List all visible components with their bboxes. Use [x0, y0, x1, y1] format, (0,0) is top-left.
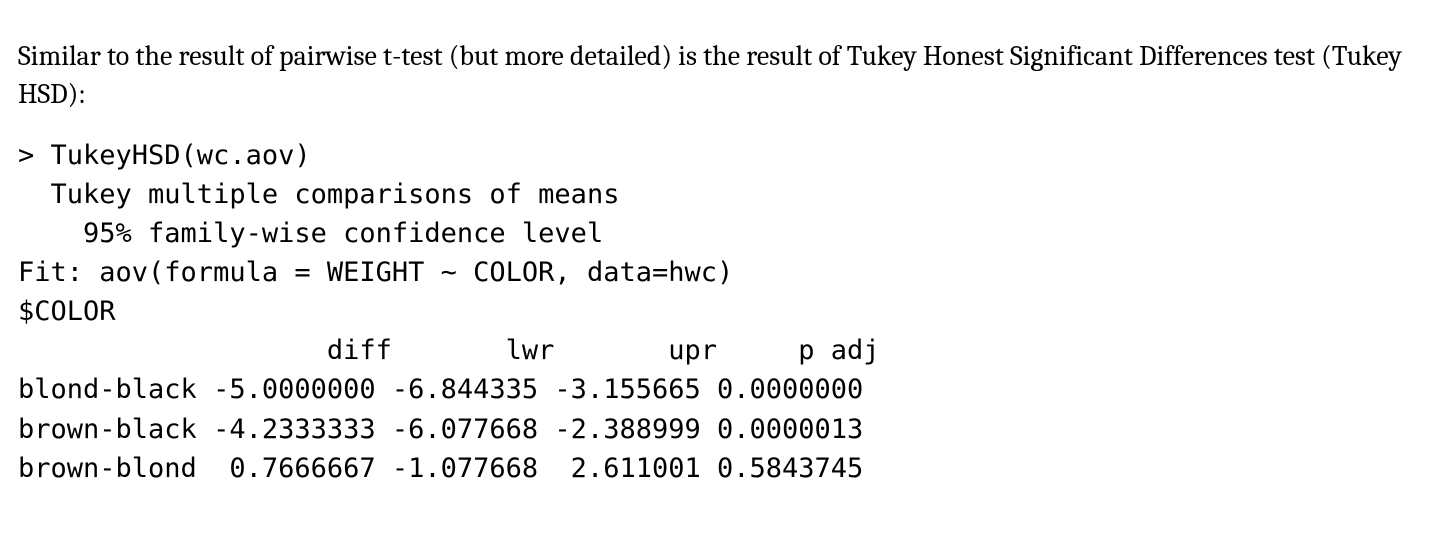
- code-line-header: diff lwr upr p adj: [18, 335, 880, 366]
- code-line-fit: Fit: aov(formula = WEIGHT ~ COLOR, data=…: [18, 257, 733, 288]
- code-line-confidence: 95% family-wise confidence level: [18, 218, 603, 249]
- code-line-section: $COLOR: [18, 296, 116, 327]
- prose-paragraph: Similar to the result of pairwise t-test…: [18, 38, 1436, 114]
- table-row: blond-black -5.0000000 -6.844335 -3.1556…: [18, 374, 863, 405]
- code-line-title: Tukey multiple comparisons of means: [18, 179, 619, 210]
- table-row: brown-blond 0.7666667 -1.077668 2.611001…: [18, 453, 863, 484]
- code-output-block: > TukeyHSD(wc.aov) Tukey multiple compar…: [18, 136, 1436, 488]
- code-line-prompt: > TukeyHSD(wc.aov): [18, 140, 311, 171]
- table-row: brown-black -4.2333333 -6.077668 -2.3889…: [18, 414, 863, 445]
